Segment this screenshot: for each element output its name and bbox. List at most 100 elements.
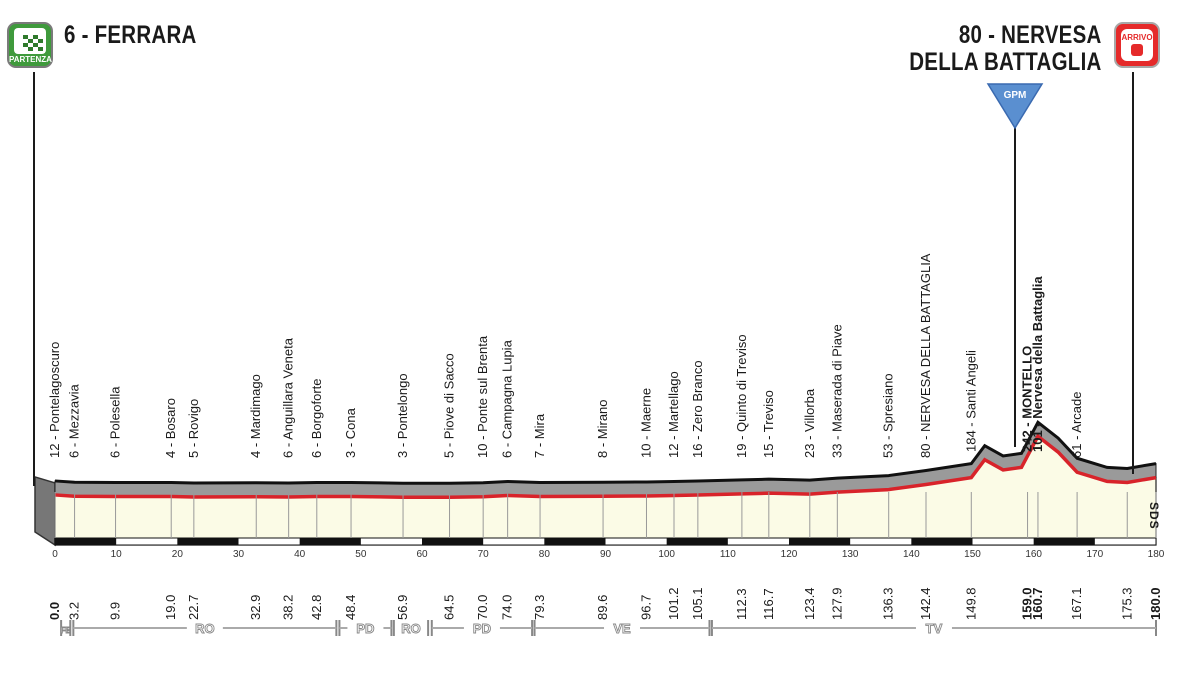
waypoint-km: 32.9 bbox=[248, 595, 263, 620]
axis-tick-label: 30 bbox=[233, 549, 245, 560]
waypoint-name: 61 - Arcade bbox=[1069, 392, 1084, 459]
axis-segment bbox=[789, 538, 851, 545]
waypoint-km: 160.7 bbox=[1030, 587, 1045, 620]
waypoint-name: 242 - MONTELLO bbox=[1020, 346, 1035, 452]
finish-title-line1: 80 - NERVESA bbox=[959, 21, 1102, 49]
axis-tick-label: 70 bbox=[478, 549, 490, 560]
gpm-triangle-icon bbox=[986, 83, 1044, 130]
waypoint-name: 7 - Mira bbox=[532, 413, 547, 458]
waypoint-km: 38.2 bbox=[281, 595, 296, 620]
finish-arrival-icon: ARRIVO bbox=[1114, 22, 1160, 68]
waypoint-name: 15 - Treviso bbox=[761, 390, 776, 458]
province-label: PD bbox=[356, 621, 374, 636]
axis-tick-label: 150 bbox=[964, 549, 981, 560]
waypoint-name: 12 - Pontelagoscuro bbox=[47, 342, 62, 458]
axis-tick-label: 0 bbox=[52, 549, 58, 560]
waypoint-km: 127.9 bbox=[829, 587, 844, 620]
waypoint-name: 6 - Campagna Lupia bbox=[500, 339, 515, 458]
waypoint-name: 184 - Santi Angeli bbox=[963, 350, 978, 452]
waypoint-name: 4 - Mardimago bbox=[248, 374, 263, 458]
waypoint-km: 64.5 bbox=[442, 595, 457, 620]
sds-label: SDS bbox=[1147, 502, 1161, 530]
arrival-dot-icon bbox=[1131, 44, 1143, 56]
province-label: VE bbox=[613, 621, 631, 636]
axis-tick-label: 10 bbox=[111, 549, 123, 560]
axis-tick-label: 170 bbox=[1086, 549, 1103, 560]
axis-tick-label: 100 bbox=[658, 549, 675, 560]
axis-tick-label: 140 bbox=[903, 549, 920, 560]
waypoint-name: 10 - Ponte sul Brenta bbox=[475, 335, 490, 458]
km-axis: 0 10 20 30 40 50 60 70 80 90 100 110 120 130 140 150 160… bbox=[52, 537, 1165, 560]
waypoint-name: 3 - Pontelongo bbox=[395, 373, 410, 458]
axis-tick-label: 120 bbox=[781, 549, 798, 560]
waypoint-name: 5 - Rovigo bbox=[186, 399, 201, 458]
waypoint-name: 33 - Maserada di Piave bbox=[829, 324, 844, 458]
waypoint-name: 53 - Spresiano bbox=[881, 373, 896, 458]
finish-badge-label: ARRIVO bbox=[1121, 33, 1153, 42]
waypoint-km: 112.3 bbox=[734, 588, 749, 620]
axis-segment bbox=[1033, 538, 1095, 545]
waypoint-name: 80 - NERVESA DELLA BATTAGLIA bbox=[918, 253, 933, 458]
axis-segment bbox=[177, 538, 239, 545]
waypoint-name: 23 - Villorba bbox=[802, 388, 817, 458]
profile-top-edge bbox=[54, 420, 1157, 485]
axis-tick-label: 130 bbox=[842, 549, 859, 560]
waypoint-km: 105.1 bbox=[690, 587, 705, 620]
axis-tick-label: 40 bbox=[294, 549, 306, 560]
waypoint-name: 4 - Bosaro bbox=[163, 398, 178, 458]
waypoint-name: 12 - Martellago bbox=[666, 371, 681, 458]
waypoint-name: 101 - Nervesa della Battaglia bbox=[1030, 276, 1045, 452]
checkered-flag-icon bbox=[23, 35, 45, 53]
axis-segment bbox=[911, 538, 973, 545]
waypoint-km: 123.4 bbox=[802, 587, 817, 620]
axis-segment bbox=[666, 538, 728, 545]
start-title: 6 - FERRARA bbox=[64, 22, 197, 49]
waypoint-km: 3.2 bbox=[67, 602, 82, 620]
province-label: TV bbox=[926, 621, 943, 636]
axis-tick-label: 20 bbox=[172, 549, 184, 560]
waypoint-km: 0.0 bbox=[47, 602, 62, 620]
province-label: PD bbox=[473, 621, 491, 636]
waypoint-km: 74.0 bbox=[500, 595, 515, 620]
waypoint-km: 70.0 bbox=[475, 595, 490, 620]
waypoint-km: 175.3 bbox=[1119, 587, 1134, 620]
waypoint-name: 5 - Piove di Sacco bbox=[442, 353, 457, 458]
waypoint-km: 89.6 bbox=[595, 595, 610, 620]
waypoint-km: 101.2 bbox=[666, 587, 681, 620]
province-bands: FE RO PD RO PD VE TV bbox=[60, 620, 1157, 636]
waypoint-km: 159.0 bbox=[1020, 587, 1035, 620]
axis-segment bbox=[544, 538, 606, 545]
waypoint-km: 180.0 bbox=[1148, 587, 1163, 620]
waypoint-name: 8 - Mirano bbox=[595, 399, 610, 458]
axis-tick-label: 60 bbox=[416, 549, 428, 560]
axis-tick-label: 180 bbox=[1148, 549, 1165, 560]
axis-segment bbox=[422, 538, 484, 545]
finish-title: 80 - NERVESA DELLA BATTAGLIA bbox=[910, 22, 1102, 76]
waypoint-km: 116.7 bbox=[761, 588, 776, 620]
waypoint-km: 96.7 bbox=[638, 595, 653, 620]
start-title-line1: 6 - FERRARA bbox=[64, 21, 197, 49]
province-label: RO bbox=[401, 621, 421, 636]
gpm-marker: GPM bbox=[986, 83, 1044, 447]
province-label: FE bbox=[61, 626, 72, 635]
route-line bbox=[54, 433, 1157, 499]
finish-title-line2: DELLA BATTAGLIA bbox=[909, 48, 1102, 76]
axis-segment bbox=[55, 538, 117, 545]
waypoint-km: 9.9 bbox=[108, 602, 123, 620]
start-badge-label: PARTENZA bbox=[9, 55, 52, 64]
waypoint-name: 6 - Mezzavia bbox=[67, 384, 82, 458]
waypoint-km: 22.7 bbox=[186, 595, 201, 620]
axis-tick-label: 110 bbox=[720, 549, 736, 560]
waypoint-name: 6 - Borgoforte bbox=[309, 379, 324, 459]
waypoint-name: 6 - Polesella bbox=[108, 386, 123, 458]
waypoint-km: 42.8 bbox=[309, 595, 324, 620]
waypoint-km: 149.8 bbox=[963, 587, 978, 620]
waypoint-km: 142.4 bbox=[918, 587, 933, 620]
gpm-label: GPM bbox=[1004, 90, 1027, 101]
axis-tick-label: 160 bbox=[1025, 549, 1042, 560]
waypoint-km: 167.1 bbox=[1069, 587, 1084, 620]
axis-segment bbox=[299, 538, 361, 545]
waypoint-km: 136.3 bbox=[881, 587, 896, 620]
waypoint-labels: 0.0 12 - Pontelagoscuro 3.2 6 - Mezzavia 9.9… bbox=[47, 253, 1163, 620]
